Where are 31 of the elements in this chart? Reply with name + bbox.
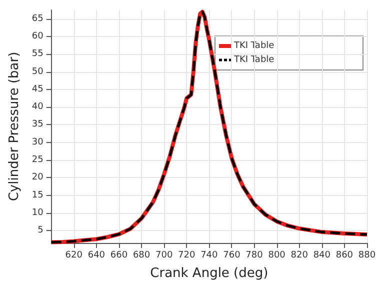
x-tick-label: 860 [336,250,354,260]
legend-label: TKI Table [233,55,275,65]
x-tick-label: 660 [110,250,128,260]
x-tick-label: 800 [268,250,286,260]
x-tick-label: 880 [358,250,376,260]
y-tick-label: 40 [32,102,44,112]
y-tick-label: 55 [32,49,44,60]
y-tick-label: 25 [32,155,44,166]
x-tick-label: 720 [178,250,196,260]
y-tick-label: 35 [32,120,44,130]
x-tick-label: 700 [155,250,173,260]
x-tick-label: 780 [246,250,264,260]
x-axis-title: Crank Angle (deg) [150,266,268,281]
x-tick-label: 840 [313,250,331,260]
y-tick-label: 20 [32,172,44,183]
y-tick-label: 5 [38,226,44,236]
y-tick-label: 10 [32,208,44,218]
y-tick-label: 15 [32,190,44,200]
y-tick-label: 30 [32,137,44,148]
y-tick-label: 45 [32,84,44,94]
x-tick-label: 760 [223,250,241,260]
y-tick-label: 50 [32,66,44,77]
x-tick-label: 640 [88,250,106,260]
y-axis-title: Cylinder Pressure (bar) [7,52,22,202]
y-tick-label: 65 [32,14,44,24]
x-tick-label: 680 [132,250,150,260]
x-tick-label: 620 [65,250,83,260]
x-tick-label: 820 [290,250,308,260]
x-tick-label: 740 [200,250,218,260]
legend-label: TKI Table [233,41,275,51]
y-tick-label: 60 [32,31,44,42]
